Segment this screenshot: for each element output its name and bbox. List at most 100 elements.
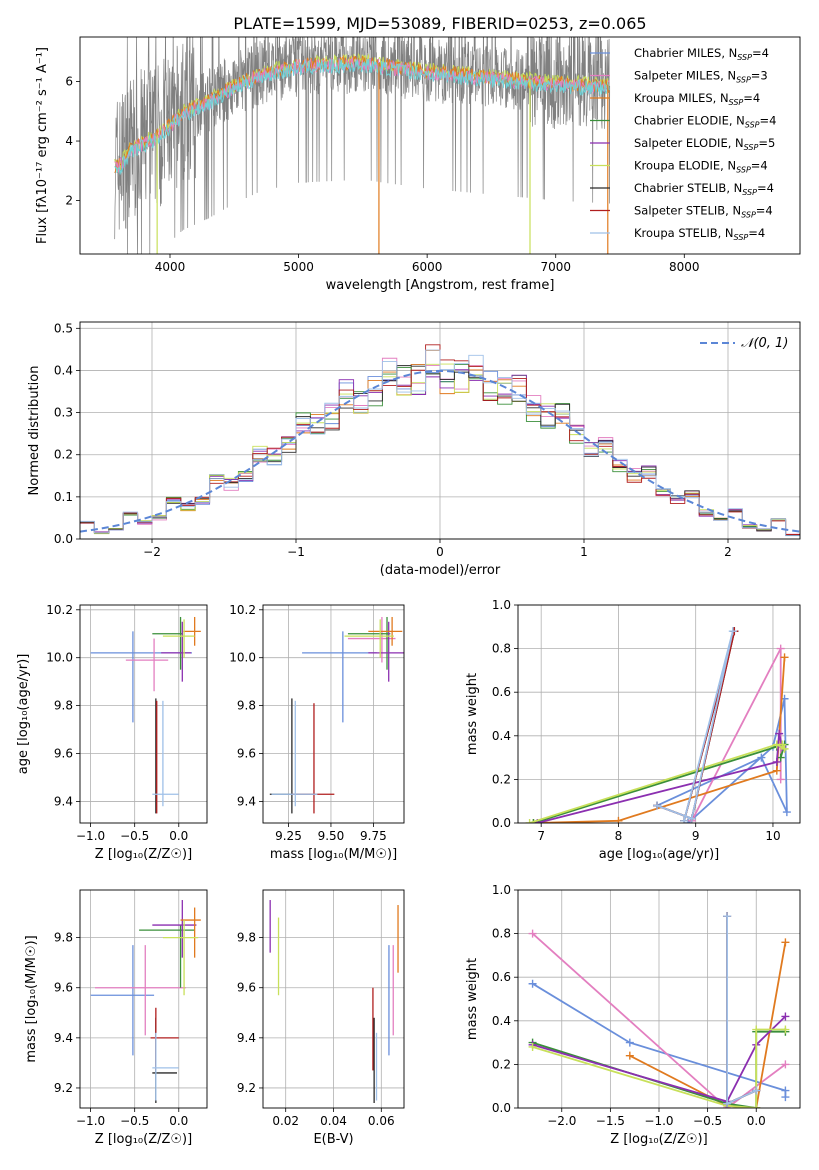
y-tick-label: 2: [65, 193, 73, 207]
y-tick-label: 0.8: [492, 642, 511, 656]
x-tick-label: −2.0: [547, 1114, 576, 1128]
y-tick-label: 0.0: [492, 1101, 511, 1115]
x-axis-label: Z [log₁₀(Z/Z☉)]: [95, 847, 192, 862]
y-axis-label: mass weight: [465, 958, 480, 1040]
x-tick-label: 9.25: [275, 829, 302, 843]
x-tick-label: −2: [143, 545, 161, 559]
x-axis-label: Z [log₁₀(Z/Z☉)]: [610, 1132, 707, 1147]
x-tick-label: 6000: [412, 260, 443, 274]
series-line: [532, 1028, 786, 1108]
y-tick-label: 9.8: [237, 931, 256, 945]
x-tick-label: 0.0: [747, 1114, 766, 1128]
x-tick-label: 9.75: [360, 829, 387, 843]
axes-frame: [79, 604, 208, 824]
plot-area-residuals: [80, 344, 800, 537]
series-marker: [653, 801, 662, 810]
series-marker: [528, 979, 537, 988]
x-tick-label: 9.50: [318, 829, 345, 843]
series-marker: [782, 808, 791, 817]
y-axis-label: Flux [fλ10⁻¹⁷ erg cm⁻² s⁻¹ A⁻¹]: [35, 47, 50, 244]
legend-label: Salpeter STELIB, NSSP=4: [634, 204, 773, 220]
y-tick-label: 9.2: [54, 1081, 73, 1095]
series-marker: [687, 814, 696, 823]
series-line: [656, 630, 734, 822]
series-marker: [776, 644, 785, 653]
histogram-step-line: [80, 369, 800, 537]
series-marker: [781, 938, 790, 947]
y-tick-label: 10.2: [229, 603, 256, 617]
y-tick-label: 0.5: [54, 321, 73, 335]
x-tick-label: 9: [692, 829, 700, 843]
panel-mass_vs_ebv: 0.02 0.04 0.06 9.2 9.4 9.6 9.8 E(B-V): [237, 889, 405, 1147]
y-tick-label: 0.4: [492, 729, 511, 743]
y-tick-label: 9.6: [237, 981, 256, 995]
x-tick-label: 2: [724, 545, 732, 559]
x-tick-label: 8: [615, 829, 623, 843]
series-marker: [680, 816, 689, 823]
y-tick-label: 0.6: [492, 685, 511, 699]
panel-residuals: −2 −1 0 1 2 0.0 0.1 0.2 0.3 0.4 0.5 (data-model)/er…: [27, 321, 801, 578]
panel-weight_vs_Z: −2.0 −1.5 −1.0 −0.5 0.0 0.0 0.2 0.4 0.6 0.8 1.0 Z […: [465, 883, 801, 1147]
axes-frame: [262, 604, 405, 824]
y-tick-label: 9.6: [54, 747, 73, 761]
plot-area-weight_vs_Z: [528, 912, 790, 1108]
x-tick-label: 1: [580, 545, 588, 559]
legend-label: Kroupa MILES, NSSP=4: [634, 91, 760, 107]
y-tick-label: 9.4: [54, 794, 73, 808]
x-tick-label: 5000: [283, 260, 314, 274]
series-line: [532, 1015, 787, 1103]
series-marker: [752, 1086, 761, 1095]
x-tick-label: −1.0: [644, 1114, 673, 1128]
legend-label: Kroupa ELODIE, NSSP=4: [634, 159, 768, 175]
series-line: [529, 743, 787, 823]
y-tick-label: 6: [65, 75, 73, 89]
panel-age_vs_mass: 9.25 9.50 9.75 9.4 9.6 9.8 10.0 10.2 mass [log₁₀…: [229, 603, 405, 862]
panel-spectrum: 4000 5000 6000 7000 8000 2 4 6 wavelength [Angst…: [35, 36, 801, 293]
y-tick-label: 9.8: [54, 699, 73, 713]
x-tick-label: −1.0: [76, 1114, 105, 1128]
series-marker: [781, 1012, 790, 1021]
x-axis-label: age [log₁₀(age/yr)]: [599, 847, 720, 862]
panel-weight_vs_age: 7 8 9 10 0.0 0.2 0.4 0.6 0.8 1.0 age [log₁₀(age/yr…: [465, 598, 801, 862]
plot-area-weight_vs_age: [525, 627, 791, 823]
y-tick-label: 9.6: [54, 981, 73, 995]
y-tick-label: 0.0: [492, 816, 511, 830]
y-tick-label: 1.0: [492, 598, 511, 612]
plot-area-age_vs_Z: [90, 616, 201, 814]
x-axis-label: wavelength [Angstrom, rest frame]: [326, 278, 555, 293]
x-axis-label: Z [log₁₀(Z/Z☉)]: [95, 1132, 192, 1147]
series-marker: [772, 766, 781, 775]
x-tick-label: 0.0: [169, 829, 188, 843]
y-tick-label: 0.4: [492, 1014, 511, 1028]
series-marker: [625, 1051, 634, 1060]
y-tick-label: 10.0: [229, 651, 256, 665]
x-tick-label: 10: [765, 829, 780, 843]
series-marker: [614, 816, 623, 823]
x-tick-label: 0.02: [272, 1114, 299, 1128]
y-tick-label: 0.4: [54, 363, 73, 377]
model-spectrum-line: [114, 58, 610, 175]
x-tick-label: 7: [537, 829, 545, 843]
axes-frame: [517, 604, 801, 824]
x-tick-label: 0: [436, 545, 444, 559]
legend-label: Kroupa STELIB, NSSP=4: [634, 226, 765, 242]
legend-label: Chabrier STELIB, NSSP=4: [634, 181, 774, 197]
figure-title: PLATE=1599, MJD=53089, FIBERID=0253, z=0…: [233, 14, 646, 33]
legend-label: Salpeter MILES, NSSP=3: [634, 69, 768, 85]
model-spectrum-line: [114, 54, 610, 174]
y-tick-label: 0.0: [54, 532, 73, 546]
y-tick-label: 9.4: [237, 794, 256, 808]
series-marker: [752, 1104, 761, 1108]
y-axis-label: mass weight: [465, 673, 480, 755]
series-marker: [757, 753, 766, 762]
plot-area-spectrum: [114, 37, 611, 254]
legend-label: Chabrier ELODIE, NSSP=4: [634, 114, 776, 130]
y-tick-label: 10.0: [46, 651, 73, 665]
panel-age_vs_Z: −1.0 −0.5 0.0 9.4 9.6 9.8 10.0 10.2 Z [log₁₀(Z/Z…: [16, 603, 208, 862]
series-marker: [528, 929, 537, 938]
series-line: [531, 932, 786, 1108]
series-marker: [781, 1025, 790, 1034]
x-axis-label: mass [log₁₀(M/M☉)]: [270, 847, 397, 862]
x-tick-label: −1.5: [596, 1114, 625, 1128]
y-tick-label: 4: [65, 134, 73, 148]
